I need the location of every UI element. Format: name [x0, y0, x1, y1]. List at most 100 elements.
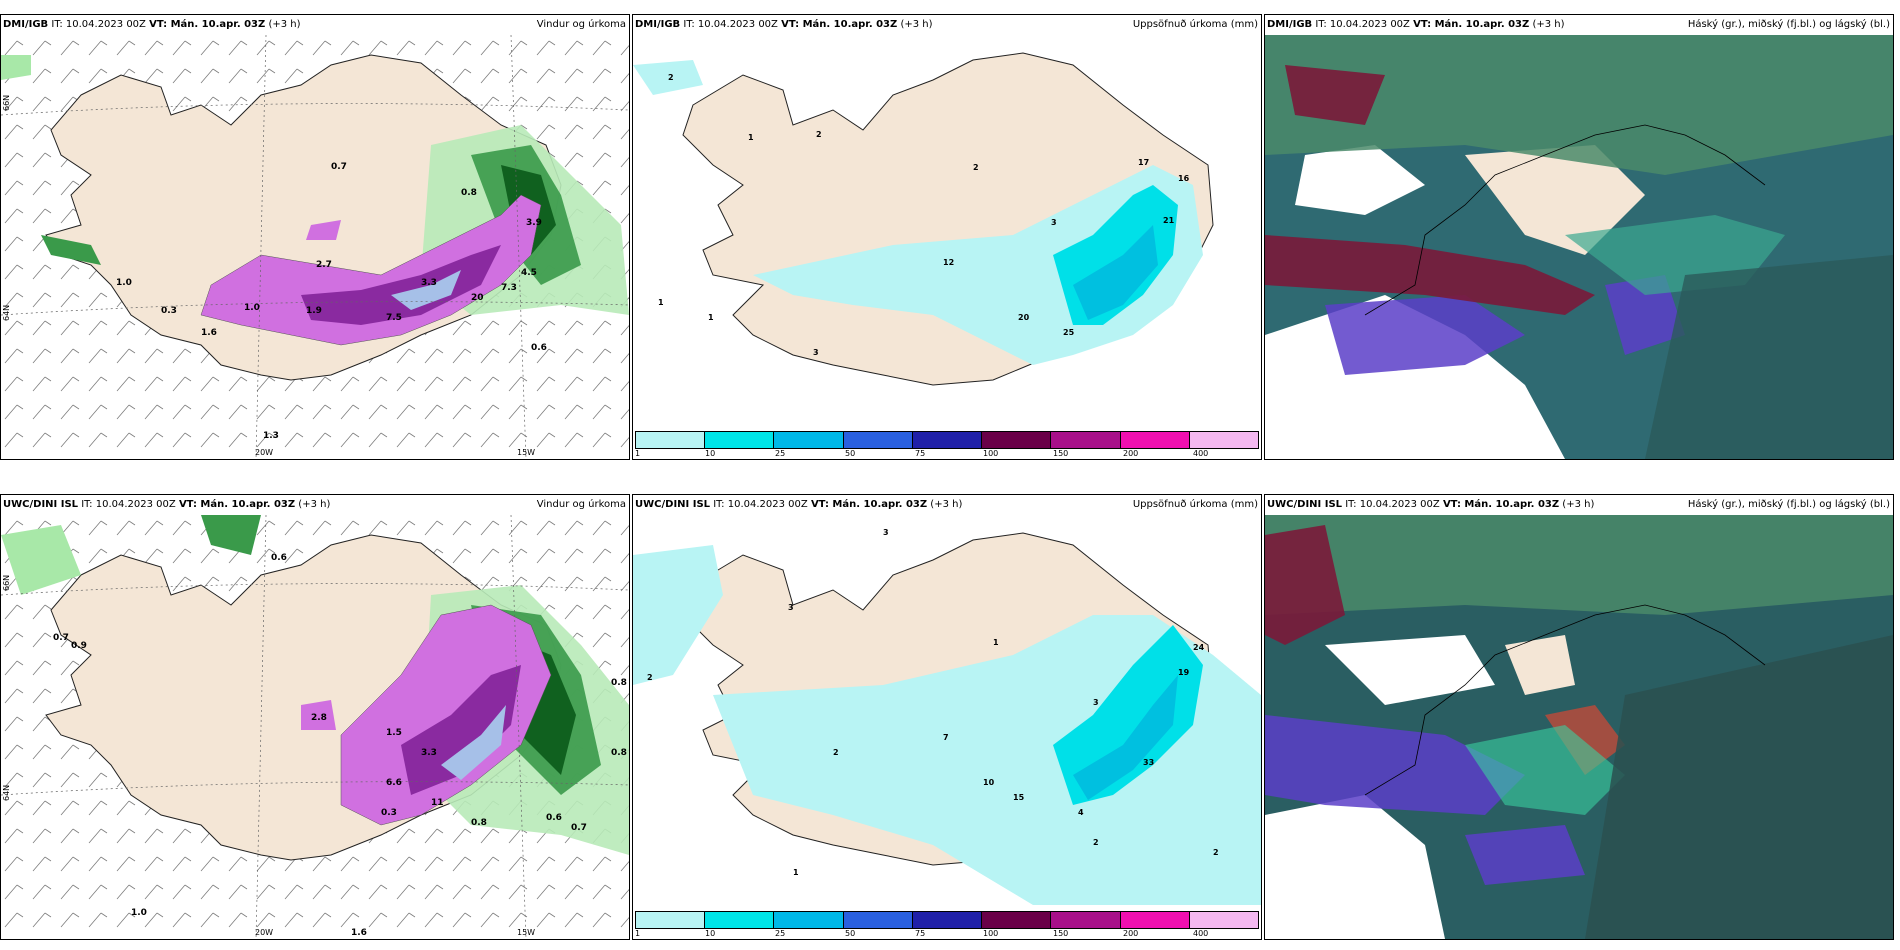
colorbar-tick: 25	[775, 929, 786, 938]
lat-label: 66N	[2, 95, 11, 111]
accum-precip-map: 3 2 3 1 2 7 10 15 33 24 19 3 4 2 2 1	[633, 515, 1261, 905]
panel-header: UWC/DINI ISL IT: 10.04.2023 00Z VT: Mán.…	[1, 495, 629, 515]
accum-value: 33	[1143, 758, 1154, 767]
precip-value: 0.6	[531, 343, 547, 353]
precip-value: 1.0	[244, 303, 260, 313]
precip-value: 0.8	[471, 818, 487, 828]
panel-wind-precip-dmi: DMI/IGB IT: 10.04.2023 00Z VT: Mán. 10.a…	[0, 14, 630, 460]
model-name: UWC/DINI ISL	[635, 499, 711, 510]
precip-colorbar	[635, 911, 1259, 929]
precip-value: 2.8	[311, 713, 327, 723]
colorbar-ticks: 1 10 25 50 75 100 150 200 400	[635, 929, 1259, 939]
accum-value: 2	[668, 73, 674, 82]
colorbar-swatch	[1189, 912, 1258, 928]
accum-value: 2	[1213, 848, 1219, 857]
precip-value: 3.3	[421, 278, 437, 288]
field-title: Uppsöfnuð úrkoma (mm)	[1132, 19, 1258, 30]
colorbar-swatch	[705, 432, 775, 448]
cloud-cover-map	[1265, 35, 1893, 459]
accum-value: 10	[983, 778, 995, 787]
field-title: Vindur og úrkoma	[536, 499, 626, 510]
colorbar-tick: 150	[1053, 449, 1069, 458]
colorbar-tick: 50	[845, 929, 856, 938]
accum-value: 2	[1093, 838, 1099, 847]
precip-value: 1.5	[386, 728, 402, 738]
accum-value: 24	[1193, 643, 1205, 652]
colorbar-swatch	[1189, 432, 1258, 448]
colorbar-swatch	[1120, 432, 1190, 448]
colorbar-swatch	[774, 912, 844, 928]
accum-value: 12	[943, 258, 954, 267]
colorbar-tick: 1	[635, 449, 641, 458]
colorbar-tick: 50	[845, 449, 856, 458]
panel-header: DMI/IGB IT: 10.04.2023 00Z VT: Mán. 10.a…	[1, 15, 629, 35]
precip-value: 1.0	[131, 908, 147, 918]
colorbar-swatch	[1051, 432, 1121, 448]
lon-label: 15W	[517, 928, 535, 937]
precip-value: 3.9	[526, 218, 542, 228]
model-name: UWC/DINI ISL	[1267, 499, 1343, 510]
precip-value: 1.3	[263, 431, 279, 441]
accum-value: 21	[1163, 216, 1175, 225]
colorbar-swatch	[912, 912, 983, 928]
precip-value: 1.6	[201, 328, 217, 338]
accum-value: 17	[1138, 158, 1149, 167]
panel-cloud-cover-dmi: DMI/IGB IT: 10.04.2023 00Z VT: Mán. 10.a…	[1264, 14, 1894, 460]
accum-value: 4	[1078, 808, 1084, 817]
accum-value: 7	[943, 733, 949, 742]
panel-header: DMI/IGB IT: 10.04.2023 00Z VT: Mán. 10.a…	[633, 15, 1261, 35]
colorbar-tick: 400	[1193, 449, 1209, 458]
colorbar-tick: 1	[635, 929, 641, 938]
field-title: Háský (gr.), miðský (fj.bl.) og lágský (…	[1687, 19, 1890, 30]
colorbar-swatch	[843, 432, 913, 448]
lead-time: (+3 h)	[298, 499, 331, 510]
accum-value: 1	[748, 133, 754, 142]
accum-value: 2	[833, 748, 839, 757]
accum-value: 2	[973, 163, 979, 172]
lead-time: (+3 h)	[1562, 499, 1595, 510]
precip-value: 1.0	[116, 278, 132, 288]
accum-value: 3	[883, 528, 889, 537]
colorbar-swatch	[1051, 912, 1121, 928]
model-name: DMI/IGB	[3, 19, 49, 30]
precip-colorbar	[635, 431, 1259, 449]
valid-time: VT: Mán. 10.apr. 03Z	[178, 499, 296, 510]
snow-band	[200, 194, 542, 346]
colorbar-tick: 10	[705, 449, 716, 458]
precip-value: 0.6	[546, 813, 562, 823]
valid-time: VT: Mán. 10.apr. 03Z	[1413, 19, 1530, 30]
precip-value: 0.7	[53, 633, 69, 643]
accum-value: 1	[658, 298, 664, 307]
model-name: UWC/DINI ISL	[3, 499, 79, 510]
precip-value: 6.6	[386, 778, 402, 788]
panel-accum-precip-uwc: UWC/DINI ISL IT: 10.04.2023 00Z VT: Mán.…	[632, 494, 1262, 940]
precip-value: 0.6	[271, 553, 287, 563]
precip-value: 7.3	[501, 283, 517, 293]
colorbar-tick: 10	[705, 929, 716, 938]
accum-value: 3	[1051, 218, 1057, 227]
colorbar-ticks: 1 10 25 50 75 100 150 200 400	[635, 449, 1259, 459]
panel-header: UWC/DINI ISL IT: 10.04.2023 00Z VT: Mán.…	[1265, 495, 1893, 515]
accum-precip-map: 2 1 2 2 3 12 20 25 17 16 21 1 3 1	[633, 35, 1261, 425]
field-title: Uppsöfnuð úrkoma (mm)	[1132, 499, 1258, 510]
precip-value: 2.7	[316, 260, 332, 270]
panel-header: UWC/DINI ISL IT: 10.04.2023 00Z VT: Mán.…	[633, 495, 1261, 515]
colorbar-swatch	[982, 432, 1052, 448]
init-time: IT: 10.04.2023 00Z	[81, 499, 176, 510]
wind-precip-map: 66N 64N 20W 15W 0.6 0.7 0.9 2.8 1.5 3.3 …	[1, 515, 629, 939]
model-name: DMI/IGB	[635, 19, 681, 30]
colorbar-swatch	[1120, 912, 1190, 928]
precip-value: 0.7	[571, 823, 587, 833]
accum-value: 1	[793, 868, 799, 877]
precip-value: 0.8	[461, 188, 477, 198]
precip-value: 7.5	[386, 313, 402, 323]
precip-value: 4.5	[521, 268, 537, 278]
lon-label: 20W	[255, 448, 273, 457]
init-time: IT: 10.04.2023 00Z	[683, 19, 778, 30]
colorbar-tick: 100	[983, 929, 999, 938]
colorbar-tick: 75	[915, 929, 926, 938]
lead-time: (+3 h)	[268, 19, 301, 30]
colorbar-tick: 25	[775, 449, 786, 458]
lead-time: (+3 h)	[900, 19, 933, 30]
model-name: DMI/IGB	[1267, 19, 1313, 30]
